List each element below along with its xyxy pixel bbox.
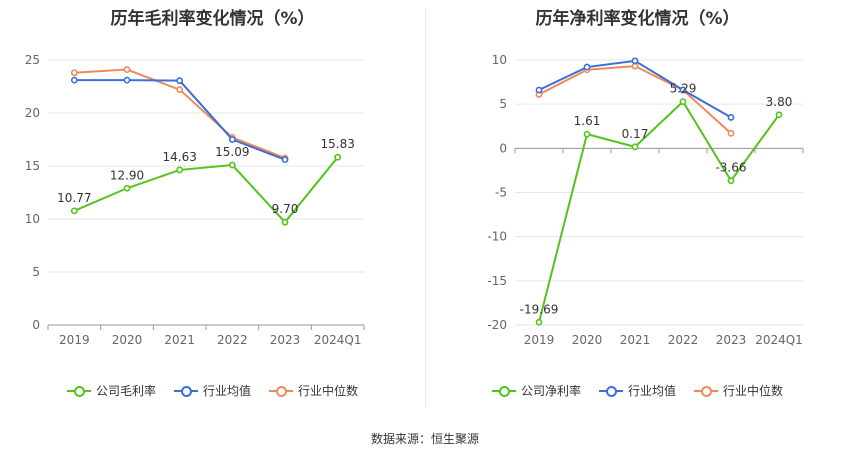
gross-margin-chart-legend: 公司毛利率 行业均值 行业中位数 — [0, 382, 425, 399]
y-tick-label: 15 — [25, 159, 40, 173]
data-point — [679, 98, 687, 106]
data-label: 0.17 — [622, 127, 649, 141]
data-label: 14.63 — [162, 150, 196, 164]
legend-label: 行业均值 — [202, 384, 251, 398]
net-margin-chart-legend: 公司净利率 行业均值 行业中位数 — [425, 382, 850, 399]
legend-item[interactable]: 行业中位数 — [269, 382, 358, 399]
y-tick-label: 5 — [499, 97, 507, 111]
data-label: 3.80 — [766, 95, 793, 109]
legend-label: 行业中位数 — [723, 384, 784, 398]
x-tick-label: 2020 — [572, 333, 603, 347]
data-point — [176, 166, 184, 174]
x-tick-label: 2022 — [668, 333, 699, 347]
data-point — [583, 130, 591, 138]
net-margin-chart-panel: 历年净利率变化情况（%） -20 -15 -10 -5 0 5 10 2019 2020 2021… — [425, 0, 850, 420]
legend-swatch-icon — [173, 385, 198, 397]
data-point — [631, 62, 639, 70]
y-tick-label: -10 — [487, 230, 507, 244]
gross-margin-chart-title: 历年毛利率变化情况（%） — [110, 9, 315, 29]
y-tick-label: 10 — [25, 212, 40, 226]
legend-label: 行业中位数 — [298, 384, 359, 398]
data-label: 9.70 — [272, 202, 299, 216]
y-tick-label: 20 — [25, 106, 40, 120]
y-tick-label: -15 — [487, 274, 507, 288]
data-point — [679, 86, 687, 94]
data-point — [727, 177, 735, 185]
data-point — [334, 153, 342, 161]
y-tick-label: 0 — [32, 318, 40, 332]
x-tick-label: 2022 — [217, 333, 248, 347]
x-tick-label: 2020 — [112, 333, 143, 347]
data-point — [123, 66, 131, 73]
data-point — [176, 77, 184, 85]
data-point — [70, 76, 78, 84]
legend-swatch-icon — [269, 385, 293, 397]
y-tick-label: 0 — [499, 141, 507, 155]
x-tick-label: 2024Q1 — [314, 333, 362, 347]
data-point — [631, 143, 639, 151]
legend-item[interactable]: 公司净利率 — [491, 382, 581, 399]
series-line — [73, 156, 339, 224]
data-label: 12.90 — [110, 168, 144, 182]
legend-item[interactable]: 行业中位数 — [694, 382, 783, 399]
data-point — [727, 129, 735, 137]
y-tick-label: 10 — [492, 53, 507, 67]
data-point — [583, 63, 591, 71]
panel-divider — [425, 8, 426, 408]
y-tick-label: 5 — [32, 265, 40, 279]
data-point — [535, 86, 543, 94]
data-label: -3.66 — [715, 161, 746, 175]
data-label: -19.69 — [520, 302, 559, 316]
legend-swatch-icon — [694, 385, 718, 397]
data-label: 15.83 — [320, 137, 354, 151]
legend-swatch-icon — [491, 385, 516, 397]
data-point — [176, 86, 184, 94]
x-tick-label: 2019 — [59, 333, 90, 347]
data-point — [123, 184, 131, 192]
data-point — [281, 218, 289, 226]
legend-label: 行业均值 — [627, 384, 676, 398]
legend-item[interactable]: 行业均值 — [173, 382, 251, 399]
data-point — [70, 207, 78, 215]
legend-swatch-icon — [66, 385, 91, 397]
x-tick-label: 2021 — [620, 333, 651, 347]
data-label: 1.61 — [574, 114, 601, 128]
data-point — [775, 111, 783, 119]
net-margin-chart-title: 历年净利率变化情况（%） — [535, 9, 740, 29]
data-point — [631, 57, 639, 65]
legend-label: 公司毛利率 — [95, 384, 156, 398]
data-label: 10.77 — [57, 191, 91, 205]
legend-swatch-icon — [598, 385, 623, 397]
x-tick-label: 2023 — [716, 333, 747, 347]
x-tick-label: 2019 — [524, 333, 555, 347]
x-tick-label: 2023 — [270, 333, 301, 347]
data-point — [281, 156, 289, 164]
net-margin-chart-plot: -20 -15 -10 -5 0 5 10 2019 2020 2021 2022 2023 2024Q… — [487, 53, 804, 347]
data-point — [123, 76, 131, 84]
series-line — [538, 100, 780, 323]
data-point — [70, 69, 78, 77]
gross-margin-chart-plot: 0 5 10 15 20 25 2019 2020 2021 2022 2023 2024Q1 10.7… — [25, 53, 365, 347]
legend-label: 公司净利率 — [520, 384, 581, 398]
x-tick-label: 2024Q1 — [755, 333, 803, 347]
y-tick-label: -5 — [495, 186, 507, 200]
data-point — [228, 161, 236, 169]
legend-item[interactable]: 行业均值 — [598, 382, 676, 399]
data-source-text: 数据来源：恒生聚源 — [370, 432, 479, 446]
y-tick-label: -20 — [487, 318, 507, 332]
gross-margin-chart-panel: 历年毛利率变化情况（%） 0 5 10 15 20 25 2019 2020 2021 2022 2… — [0, 0, 425, 420]
data-label: 15.09 — [215, 145, 249, 159]
data-point — [727, 114, 735, 121]
x-tick-label: 2021 — [164, 333, 195, 347]
data-point — [535, 318, 543, 326]
legend-item[interactable]: 公司毛利率 — [66, 382, 156, 399]
y-tick-label: 25 — [25, 53, 40, 67]
data-point — [228, 136, 236, 143]
data-label: 5.29 — [670, 82, 697, 96]
